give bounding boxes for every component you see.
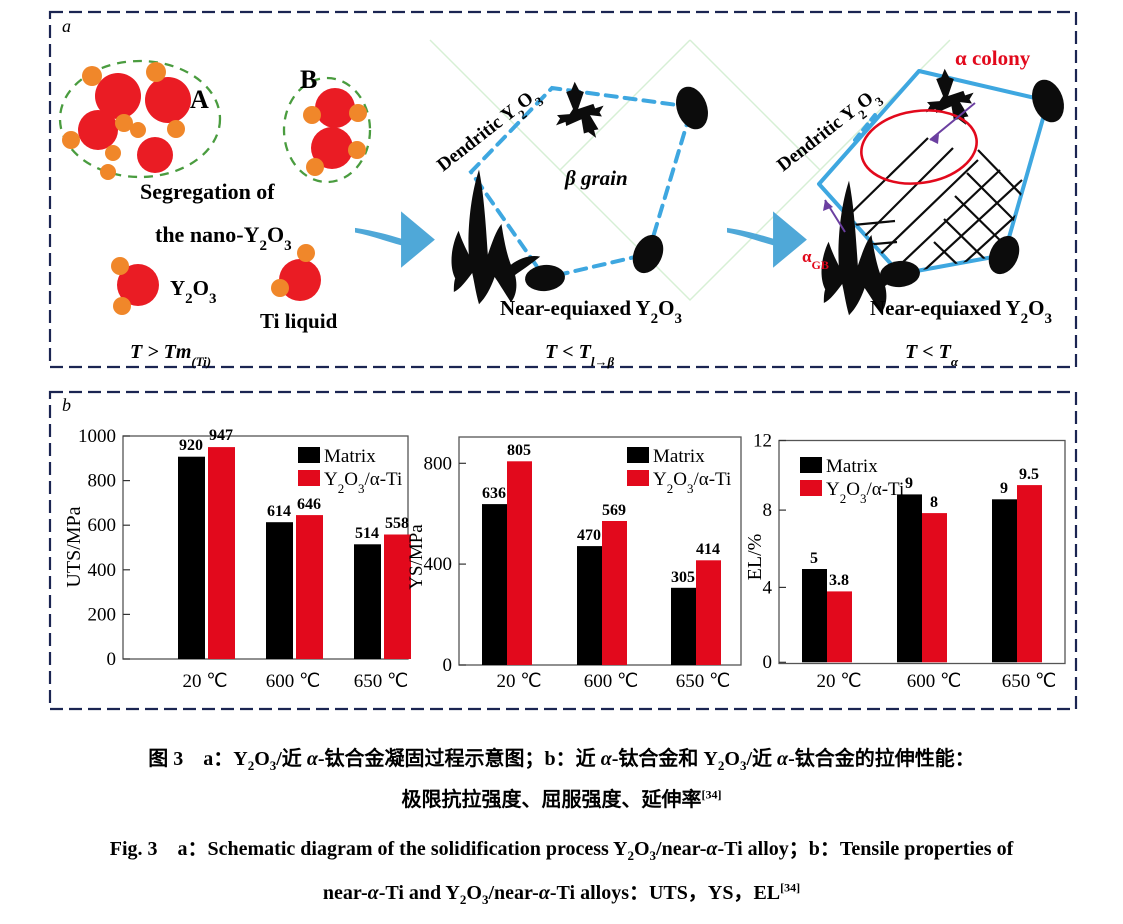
svg-text:Matrix: Matrix — [826, 456, 878, 477]
svg-text:9.5: 9.5 — [1019, 466, 1039, 483]
svg-text:646: 646 — [297, 496, 321, 513]
svg-text:805: 805 — [507, 442, 531, 459]
svg-text:αGB: αGB — [802, 247, 829, 272]
svg-text:Y2O3/α-Ti: Y2O3/α-Ti — [653, 469, 731, 496]
svg-text:α colony: α colony — [955, 46, 1031, 70]
svg-text:Ti liquid: Ti liquid — [260, 309, 338, 333]
svg-text:920: 920 — [179, 437, 203, 454]
svg-text:400: 400 — [424, 554, 453, 575]
svg-text:b: b — [62, 395, 71, 415]
svg-text:UTS/MPa: UTS/MPa — [63, 506, 85, 587]
svg-text:Y2O3: Y2O3 — [170, 276, 217, 307]
svg-text:600 ℃: 600 ℃ — [584, 671, 639, 692]
svg-text:650 ℃: 650 ℃ — [1002, 671, 1057, 692]
svg-text:947: 947 — [209, 427, 233, 444]
svg-text:636: 636 — [482, 485, 506, 502]
svg-text:200: 200 — [88, 604, 117, 625]
svg-text:1000: 1000 — [78, 426, 116, 447]
svg-text:9: 9 — [905, 475, 913, 492]
svg-text:3.8: 3.8 — [829, 572, 849, 589]
svg-text:EL/%: EL/% — [744, 534, 766, 581]
svg-text:8: 8 — [930, 494, 938, 511]
svg-text:650 ℃: 650 ℃ — [676, 671, 731, 692]
svg-text:800: 800 — [88, 471, 117, 492]
svg-text:414: 414 — [696, 541, 720, 558]
svg-text:B: B — [300, 65, 317, 94]
svg-text:a: a — [62, 16, 71, 36]
svg-text:Segregation of: Segregation of — [140, 179, 275, 204]
svg-text:Near-equiaxed Y2O3: Near-equiaxed Y2O3 — [870, 296, 1052, 327]
svg-text:12: 12 — [753, 431, 772, 452]
svg-text:514: 514 — [355, 525, 379, 542]
svg-text:20 ℃: 20 ℃ — [496, 671, 541, 692]
svg-text:600: 600 — [88, 515, 117, 536]
svg-text:470: 470 — [577, 527, 601, 544]
svg-text:9: 9 — [1000, 480, 1008, 497]
svg-text:20 ℃: 20 ℃ — [816, 671, 861, 692]
svg-text:600 ℃: 600 ℃ — [266, 671, 321, 692]
svg-text:Dendritic Y2O3: Dendritic Y2O3 — [433, 84, 546, 181]
svg-text:305: 305 — [671, 569, 695, 586]
svg-text:569: 569 — [602, 502, 626, 519]
svg-text:20 ℃: 20 ℃ — [182, 671, 227, 692]
svg-text:Matrix: Matrix — [653, 446, 705, 467]
svg-text:614: 614 — [267, 503, 291, 520]
svg-text:Near-equiaxed Y2O3: Near-equiaxed Y2O3 — [500, 296, 682, 327]
svg-text:Y2O3/α-Ti: Y2O3/α-Ti — [324, 469, 402, 496]
svg-text:A: A — [190, 85, 209, 114]
svg-text:T < Tl→β: T < Tl→β — [545, 341, 614, 369]
svg-text:0: 0 — [443, 655, 453, 676]
svg-text:0: 0 — [763, 652, 773, 673]
svg-text:β grain: β grain — [564, 166, 628, 190]
svg-text:800: 800 — [424, 453, 453, 474]
svg-text:8: 8 — [763, 500, 773, 521]
svg-text:T < Tα: T < Tα — [905, 341, 959, 369]
svg-text:400: 400 — [88, 560, 117, 581]
svg-text:600 ℃: 600 ℃ — [907, 671, 962, 692]
svg-text:the nano-Y2O3: the nano-Y2O3 — [155, 222, 292, 254]
svg-text:5: 5 — [810, 550, 818, 567]
svg-text:650 ℃: 650 ℃ — [354, 671, 409, 692]
svg-text:0: 0 — [107, 649, 117, 670]
svg-text:Y2O3/α-Ti: Y2O3/α-Ti — [826, 479, 904, 506]
svg-text:YS/MPa: YS/MPa — [406, 524, 427, 590]
svg-text:T > Tm(Ti): T > Tm(Ti) — [130, 341, 211, 369]
svg-text:Matrix: Matrix — [324, 446, 376, 467]
